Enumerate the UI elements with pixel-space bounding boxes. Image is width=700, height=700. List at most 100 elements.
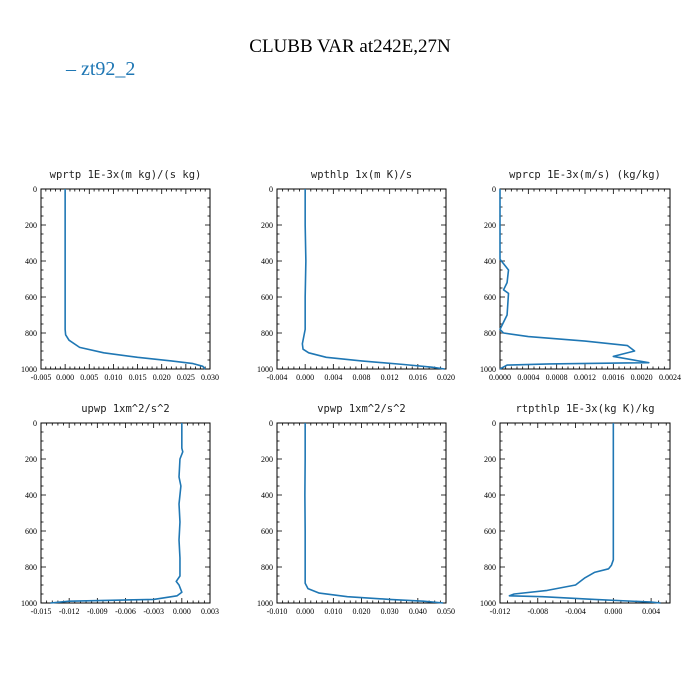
y-tick-label: 1000: [21, 365, 37, 374]
panel-3: wprcp 1E-3x(m/s) (kg/kg) 0.0000 0.0004 0.00…: [480, 169, 681, 382]
y-tick-label: 600: [484, 293, 496, 302]
x-tick-label: 0.012: [381, 373, 399, 382]
y-tick-label: 0: [269, 419, 273, 428]
x-tick-label: 0.000: [604, 607, 622, 616]
plot-frame: [40, 188, 211, 370]
x-tick-label: 0.0012: [574, 373, 596, 382]
x-tick-label: 0.000: [296, 607, 314, 616]
x-tick-label: -0.004: [267, 373, 288, 382]
plot-frame: [276, 422, 447, 604]
y-tick-label: 200: [261, 221, 273, 230]
series-line: [64, 189, 206, 370]
x-tick-label: 0.020: [153, 373, 171, 382]
panel-6: rtpthlp 1E-3x(kg K)/kg -0.012 -0.008 -0.004…: [480, 403, 671, 616]
x-tick-label: -0.009: [87, 607, 108, 616]
x-tick-label: 0.015: [129, 373, 147, 382]
y-tick-label: 1000: [257, 365, 273, 374]
panel-1: wprtp 1E-3x(m kg)/(s kg) -0.005 0.000 0.005…: [21, 169, 219, 382]
y-tick-label: 1000: [21, 599, 37, 608]
y-tick-label: 400: [25, 257, 37, 266]
x-tick-label: 0.030: [201, 373, 219, 382]
legend-dash: –: [66, 58, 76, 80]
panel-title: wpthlp 1x(m K)/s: [311, 169, 412, 181]
panel-title: upwp 1xm^2/s^2: [81, 403, 170, 415]
x-tick-label: -0.004: [565, 607, 586, 616]
y-tick-label: 200: [261, 455, 273, 464]
x-tick-label: 0.050: [437, 607, 455, 616]
y-tick-label: 600: [261, 293, 273, 302]
series-line: [304, 423, 444, 604]
panel-4: upwp 1xm^2/s^2 -0.015 -0.012 -0.009 -0.006 -0…: [21, 403, 219, 616]
y-tick-label: 1000: [257, 599, 273, 608]
x-tick-label: -0.005: [31, 373, 52, 382]
x-tick-label: 0.0024: [659, 373, 681, 382]
y-tick-label: 400: [261, 491, 273, 500]
x-tick-label: 0.0016: [602, 373, 624, 382]
series-line: [499, 189, 650, 370]
x-tick-label: 0.0020: [631, 373, 653, 382]
panel-title: wprtp 1E-3x(m kg)/(s kg): [50, 169, 202, 181]
x-tick-label: 0.030: [381, 607, 399, 616]
y-tick-label: 0: [33, 419, 37, 428]
y-tick-label: 400: [484, 491, 496, 500]
y-tick-label: 200: [484, 221, 496, 230]
x-tick-label: 0.020: [353, 607, 371, 616]
y-tick-label: 600: [25, 527, 37, 536]
x-tick-label: -0.015: [31, 607, 52, 616]
x-tick-label: 0.0008: [546, 373, 568, 382]
x-tick-label: -0.003: [143, 607, 164, 616]
y-tick-label: 400: [261, 257, 273, 266]
x-tick-label: -0.008: [527, 607, 548, 616]
x-tick-label: 0.005: [80, 373, 98, 382]
plot-frame: [499, 188, 671, 370]
series-line: [50, 423, 184, 604]
y-tick-label: 400: [25, 491, 37, 500]
y-tick-label: 800: [261, 329, 273, 338]
x-tick-label: 0.010: [324, 607, 342, 616]
panel-2: wpthlp 1x(m K)/s -0.004 0.000 0.004 0.008 0.0…: [257, 169, 455, 382]
panel-title: vpwp 1xm^2/s^2: [317, 403, 406, 415]
y-tick-label: 600: [25, 293, 37, 302]
y-tick-label: 0: [269, 185, 273, 194]
figure-title: CLUBB VAR at242E,27N: [249, 36, 451, 57]
x-tick-label: 0.025: [177, 373, 195, 382]
panel-title: wprcp 1E-3x(m/s) (kg/kg): [509, 169, 661, 181]
y-tick-label: 0: [33, 185, 37, 194]
x-tick-label: -0.010: [267, 607, 288, 616]
plot-frame: [40, 422, 211, 604]
y-tick-label: 200: [484, 455, 496, 464]
x-tick-label: 0.000: [56, 373, 74, 382]
plot-frame: [499, 422, 671, 604]
y-tick-label: 400: [484, 257, 496, 266]
x-tick-label: 0.004: [642, 607, 660, 616]
series-line: [301, 189, 445, 370]
x-tick-label: 0.0000: [489, 373, 511, 382]
y-tick-label: 1000: [480, 599, 496, 608]
panel-title: rtpthlp 1E-3x(kg K)/kg: [515, 403, 654, 415]
series-line: [508, 423, 661, 604]
x-tick-label: 0.016: [409, 373, 427, 382]
x-tick-label: 0.0004: [517, 373, 539, 382]
y-tick-label: 0: [492, 185, 496, 194]
y-tick-label: 800: [484, 329, 496, 338]
y-tick-label: 800: [484, 563, 496, 572]
x-tick-label: 0.000: [296, 373, 314, 382]
y-tick-label: 1000: [480, 365, 496, 374]
y-tick-label: 600: [261, 527, 273, 536]
panel-5: vpwp 1xm^2/s^2 -0.010 0.000 0.010 0.020 0.030…: [257, 403, 455, 616]
y-tick-label: 200: [25, 455, 37, 464]
x-tick-label: -0.012: [490, 607, 511, 616]
y-tick-label: 800: [25, 563, 37, 572]
x-tick-label: 0.020: [437, 373, 455, 382]
y-tick-label: 0: [492, 419, 496, 428]
y-tick-label: 600: [484, 527, 496, 536]
x-tick-label: 0.008: [353, 373, 371, 382]
legend: – zt92_2: [66, 58, 135, 81]
x-tick-label: -0.006: [115, 607, 136, 616]
x-tick-label: 0.000: [173, 607, 191, 616]
y-tick-label: 800: [25, 329, 37, 338]
x-tick-label: 0.003: [201, 607, 219, 616]
legend-label: zt92_2: [81, 58, 136, 80]
x-tick-label: 0.004: [324, 373, 342, 382]
